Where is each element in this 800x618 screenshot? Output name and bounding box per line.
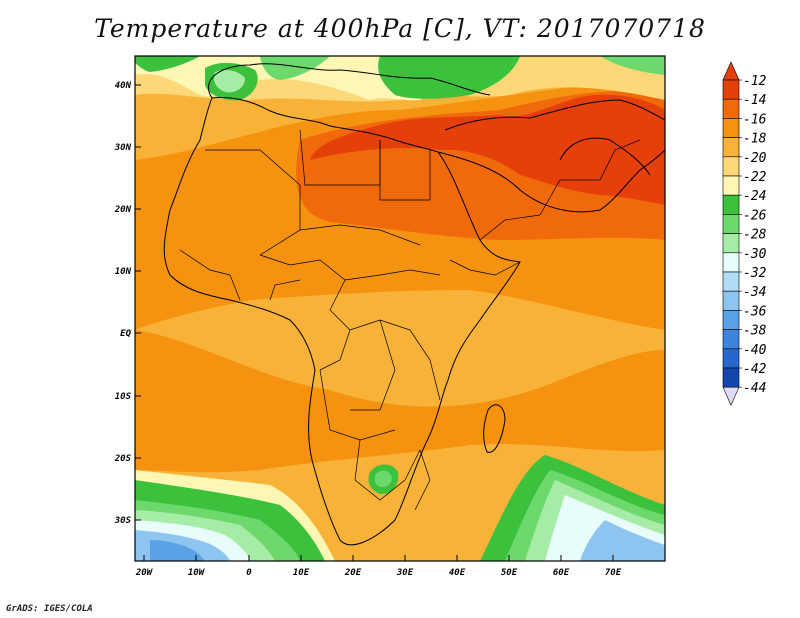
colorbar-label: -28: [743, 228, 767, 243]
colorbar-label: -12: [743, 74, 767, 89]
lon-label: 20E: [344, 568, 362, 578]
lon-label: 10W: [188, 568, 206, 578]
colorbar-label: -18: [743, 132, 767, 147]
temperature-field: [135, 56, 665, 561]
colorbar-max-arrow: [722, 61, 740, 81]
colorbar-min-arrow: [722, 386, 740, 406]
lat-label: 30S: [114, 516, 132, 526]
colorbar-swatch: [722, 252, 740, 273]
country-borders: [179, 129, 641, 511]
colorbar-label: -16: [743, 112, 767, 127]
colorbar-swatch: [722, 175, 740, 196]
colorbar-label: -36: [743, 304, 767, 319]
chart-title: Temperature at 400hPa [C], VT: 201707071…: [94, 14, 706, 43]
colorbar: -12 -14 -16 -18 -20 -22 -24 -26 -28 -30 -32 -34 -36 -…: [722, 61, 767, 406]
colorbar-swatch: [722, 156, 740, 177]
lat-label: 10N: [115, 267, 132, 277]
lon-label: 40E: [449, 568, 466, 578]
map-frame: [134, 55, 666, 562]
colorbar-label: -24: [743, 189, 766, 204]
colorbar-swatch: [722, 367, 740, 388]
colorbar-swatch: [722, 233, 740, 254]
colorbar-label: -40: [743, 343, 767, 358]
colorbar-label: -38: [743, 324, 767, 339]
lon-label: 30E: [396, 568, 414, 578]
colorbar-label: -26: [743, 208, 767, 223]
colorbar-label: -32: [743, 266, 767, 281]
credit-text: GrADS: IGES/COLA: [6, 604, 93, 614]
lon-label: 20W: [135, 568, 154, 578]
lon-label: 60E: [553, 568, 570, 578]
colorbar-swatch: [722, 310, 740, 330]
colorbar-swatch: [722, 214, 740, 234]
lon-label: 70E: [605, 568, 622, 578]
colorbar-swatch: [722, 329, 740, 350]
colorbar-swatch: [722, 118, 740, 138]
lon-label: 10E: [293, 568, 310, 578]
lat-label: 20S: [114, 454, 132, 464]
colorbar-swatch: [722, 348, 740, 369]
colorbar-swatch: [722, 98, 740, 119]
lat-label: 20N: [114, 205, 132, 215]
colorbar-label: -14: [743, 93, 766, 108]
colorbar-label: -44: [743, 381, 766, 396]
lon-label: 50E: [501, 568, 518, 578]
colorbar-label: -42: [743, 362, 767, 377]
coastlines: [163, 63, 665, 546]
lat-label: EQ: [120, 329, 131, 339]
colorbar-label: -20: [743, 151, 767, 166]
colorbar-label: -22: [743, 170, 767, 185]
colorbar-label: -30: [743, 247, 767, 262]
colorbar-swatch: [722, 194, 740, 215]
axis-ticks: [135, 84, 614, 561]
colorbar-swatch: [722, 137, 740, 158]
lat-label: 30N: [114, 143, 132, 153]
lon-label: 0: [246, 568, 252, 578]
colorbar-swatch: [722, 290, 740, 311]
colorbar-label: -34: [743, 285, 766, 300]
lat-label: 40N: [115, 81, 132, 91]
lat-label: 10S: [115, 392, 132, 402]
colorbar-swatch: [722, 79, 740, 100]
colorbar-swatch: [722, 271, 740, 292]
